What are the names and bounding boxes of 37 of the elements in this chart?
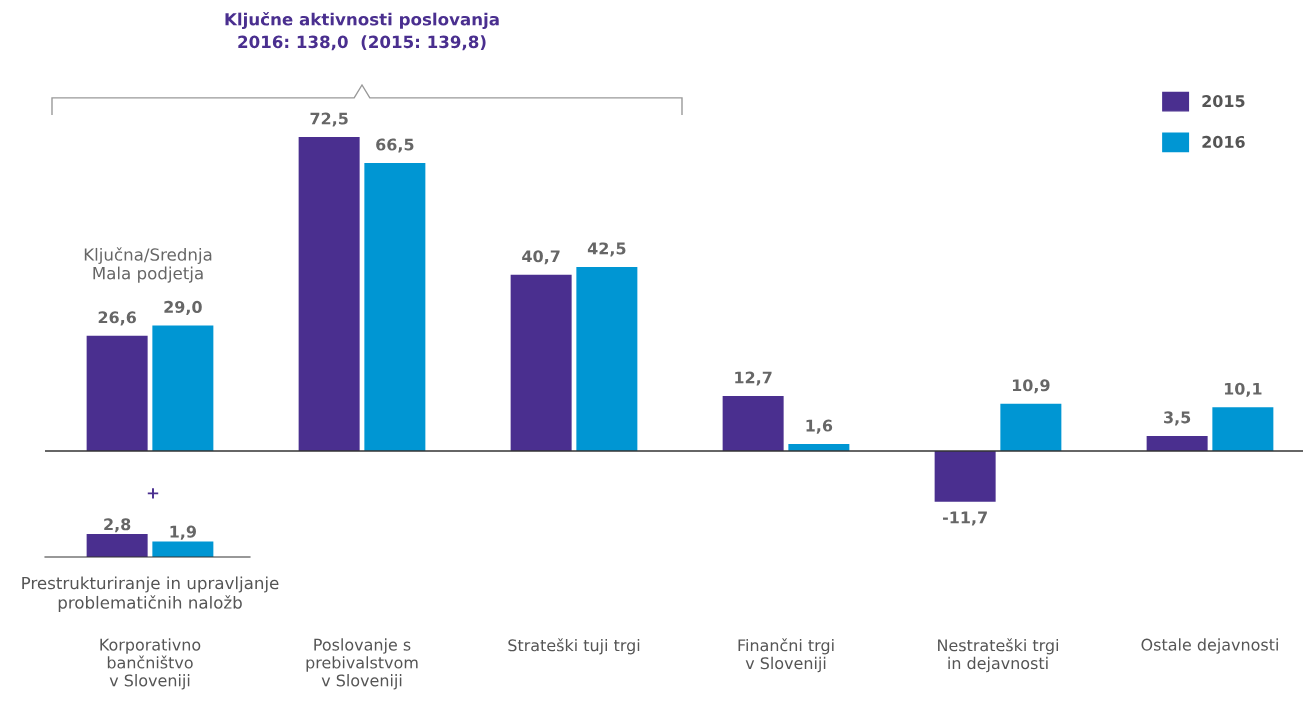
bar [1146, 435, 1208, 452]
x-tick-label: Strateški tuji trgi [508, 638, 640, 655]
annotation: Ključna/Srednja Mala podjetja [84, 247, 212, 283]
data-label: 72,5 [310, 112, 348, 127]
data-label: 26,6 [98, 311, 136, 326]
data-label: 12,7 [735, 371, 772, 386]
legend-label: 2016 [1202, 135, 1245, 148]
data-label: 1,9 [170, 525, 196, 540]
data-label: 10,1 [1224, 382, 1262, 397]
x-tick-label: Korporativno bančništvo v Sloveniji [100, 638, 201, 690]
data-label: 3,5 [1164, 411, 1191, 426]
chart-title: Ključne aktivnosti poslovanja 2016: 138,0 (2015: 139,8) [225, 12, 499, 51]
legend-label: 2015 [1202, 95, 1245, 108]
bar [86, 335, 148, 452]
data-label: 66,5 [376, 138, 414, 153]
data-label: 2,8 [104, 518, 131, 533]
data-label: 10,9 [1012, 379, 1050, 394]
bar [364, 163, 426, 452]
bar [152, 325, 214, 452]
annotation: + [147, 488, 159, 499]
data-label: -11,7 [942, 511, 987, 526]
bar [1000, 403, 1062, 452]
bar [934, 451, 996, 502]
data-label: 29,0 [164, 300, 202, 315]
x-tick-label: Prestrukturiranje in upravljanje problematičnih naložb [22, 576, 279, 613]
bar [510, 274, 572, 452]
x-tick-label: Nestrateški trgi in dejavnosti [938, 638, 1059, 673]
x-tick-label: Poslovanje s prebivalstvom v Sloveniji [306, 638, 418, 690]
bar [298, 137, 360, 452]
bar [576, 267, 638, 452]
bar [722, 396, 784, 452]
data-label: 42,5 [587, 242, 626, 257]
data-label: 1,6 [806, 419, 833, 434]
bar [1212, 407, 1274, 452]
x-tick-label: Finančni trgi v Sloveniji [738, 638, 834, 673]
data-label: 40,7 [522, 250, 560, 265]
x-tick-label: Ostale dejavnosti [1141, 638, 1278, 654]
